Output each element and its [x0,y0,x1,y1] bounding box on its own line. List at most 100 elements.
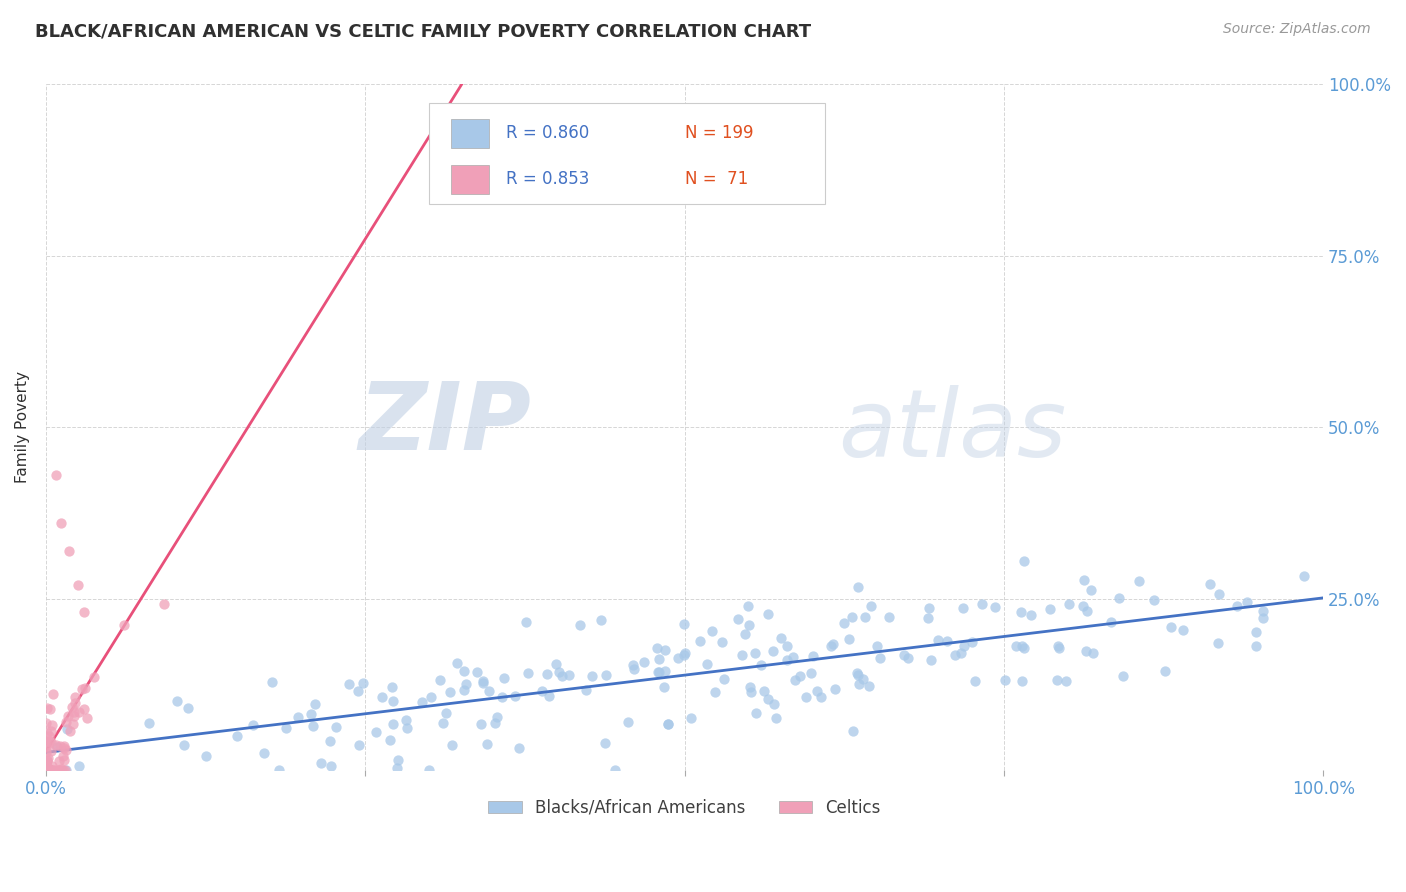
Point [645,641,668,656]
Point [112,618,135,632]
Point [782,650,804,665]
Point [492,671,515,685]
Point [73,681,96,695]
Point [623,657,645,672]
Point [39,763,62,777]
Point [491,690,513,705]
Point [453,683,475,698]
Point [37,751,59,765]
Point [652,680,675,694]
Point [52,739,75,753]
Point [44,738,66,752]
Point [35,763,58,777]
Point [35,726,58,740]
Point [35,745,58,759]
Point [35,755,58,769]
Point [35,716,58,731]
Point [1073,573,1095,587]
Point [1112,669,1135,683]
Point [673,648,696,662]
Text: R = 0.860: R = 0.860 [506,124,589,142]
Point [1160,620,1182,634]
Point [432,715,454,730]
Point [441,738,464,752]
Point [738,680,761,694]
Point [35,763,58,777]
Point [52,748,75,763]
Point [465,665,488,679]
Text: atlas: atlas [838,385,1066,476]
Point [302,719,325,733]
Point [267,763,290,777]
Point [770,631,793,645]
Point [35,763,58,777]
Point [48,754,70,768]
Point [820,639,842,653]
Point [1128,574,1150,588]
Point [745,706,768,720]
Point [1244,640,1267,654]
Point [382,694,405,708]
Point [41,758,63,772]
Point [52,753,75,767]
Point [39,702,62,716]
Point [39,763,62,777]
Point [1080,583,1102,598]
Point [841,723,863,738]
Point [589,613,612,627]
Point [45,468,67,483]
Point [704,684,727,698]
Point [420,690,443,705]
Point [893,648,915,662]
Point [917,611,939,625]
Point [633,656,655,670]
Point [38,763,60,777]
Point [920,653,942,667]
Point [581,669,603,683]
Point [1225,599,1247,613]
Point [595,668,617,682]
Point [371,690,394,705]
Point [538,689,561,703]
Point [39,744,62,758]
Point [51,516,73,531]
Point [696,657,718,671]
Point [1010,605,1032,619]
Point [472,676,495,690]
Point [319,759,342,773]
Point [536,667,558,681]
Text: BLACK/AFRICAN AMERICAN VS CELTIC FAMILY POVERTY CORRELATION CHART: BLACK/AFRICAN AMERICAN VS CELTIC FAMILY … [35,22,811,40]
Point [1073,599,1095,613]
Point [35,700,58,714]
FancyBboxPatch shape [429,103,825,204]
Point [672,617,695,632]
Text: N = 199: N = 199 [685,124,754,142]
Point [411,695,433,709]
Point [63,709,86,723]
Point [73,702,96,716]
Point [76,711,98,725]
Point [740,685,762,699]
Point [55,714,77,729]
Point [936,633,959,648]
Point [39,763,62,777]
Point [35,763,58,777]
Point [794,690,817,704]
Point [949,646,972,660]
Point [67,758,90,772]
Text: ZIP: ZIP [359,378,531,470]
Point [859,599,882,613]
Point [927,633,949,648]
Point [58,543,80,558]
Point [751,658,773,673]
Point [841,610,863,624]
Point [387,761,409,775]
Point [319,733,342,747]
Point [953,639,976,653]
Point [66,578,89,592]
Point [848,580,870,594]
Point [395,721,418,735]
Point [517,666,540,681]
Point [1011,674,1033,689]
Point [38,734,60,748]
